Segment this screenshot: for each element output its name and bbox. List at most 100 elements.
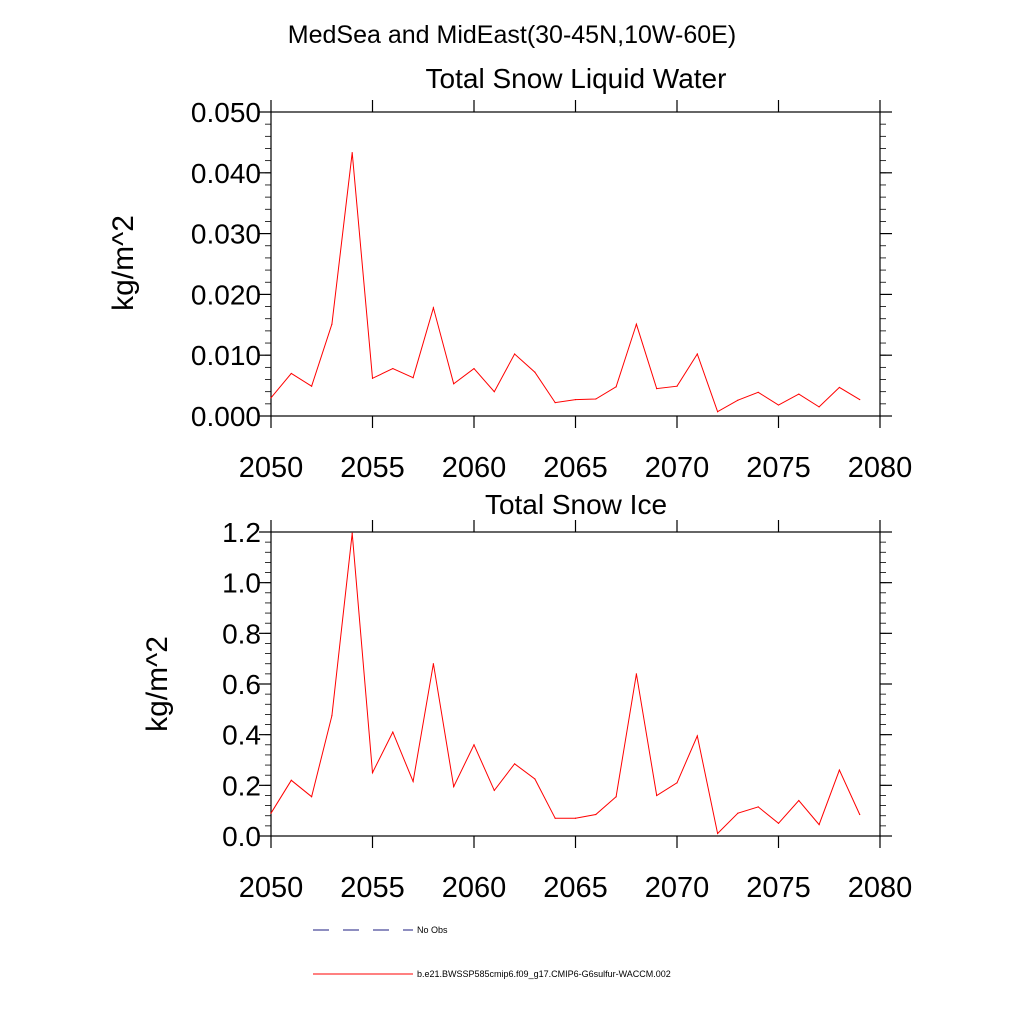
chart-snow-liquid-water: Total Snow Liquid Water kg/m^2 0.000 0.01… [107,63,912,484]
data-point [453,786,455,788]
data-point [412,377,414,379]
data-point [757,391,759,393]
x-tick-label: 2080 [848,452,913,484]
x-tick-label: 2060 [442,452,507,484]
data-point [717,832,719,835]
x-tick-label: 2060 [442,872,507,904]
y-axis-label: kg/m^2 [141,636,174,732]
data-point [818,406,820,408]
data-point [311,796,313,798]
x-tick-label: 2055 [340,872,405,904]
y-tick-label: 0.050 [191,97,261,128]
x-tick-label: 2070 [645,452,710,484]
data-point [615,796,617,798]
data-point [514,353,516,355]
y-tick-label: 0.8 [222,618,261,649]
data-point [737,812,739,814]
y-axis-label: kg/m^2 [107,215,140,311]
y-tick-label: 0.040 [191,158,261,189]
chart-title: Total Snow Ice [485,489,667,520]
data-point [574,398,577,401]
data-point [331,715,333,717]
data-point [838,769,841,771]
data-point [290,372,292,375]
chart-title: Total Snow Liquid Water [426,63,727,94]
data-point [290,779,292,781]
x-tick-label: 2075 [746,452,811,484]
data-point [777,404,780,406]
data-point [351,532,353,534]
x-tick-label: 2065 [543,872,608,904]
data-point [351,152,353,154]
data-point [676,782,678,784]
x-tick-label: 2075 [746,872,811,904]
data-point [757,806,759,808]
y-tick-label: 0.030 [191,219,261,250]
data-point [412,780,414,783]
data-point [696,353,698,355]
data-point [859,398,861,401]
y-tick-label: 1.2 [222,517,261,548]
legend: No Obs b.e21.BWSSP585cmip6.f09_g17.CMIP6… [313,925,671,979]
data-point [331,323,333,325]
data-point [270,397,272,399]
data-point [493,391,495,393]
data-point [514,763,516,765]
data-point [493,789,495,792]
y-tick-label: 0.000 [191,401,261,432]
data-point [717,411,719,413]
x-tick-label: 2050 [239,452,304,484]
data-point [432,307,434,309]
data-point [696,735,698,737]
legend-label-series: b.e21.BWSSP585cmip6.f09_g17.CMIP6-G6sulf… [417,969,671,979]
data-point [859,813,861,816]
data-point [473,744,475,746]
data-point [554,402,556,404]
data-point [676,385,678,387]
data-point [473,367,475,370]
data-point [534,778,536,780]
data-point [595,398,597,400]
data-point [392,731,394,733]
data-point [818,824,820,826]
data-point [635,323,638,325]
data-point [777,822,780,824]
data-point [371,377,374,379]
x-tick-label: 2050 [239,872,304,904]
y-tick-label: 0.020 [191,279,261,310]
data-point [554,817,556,819]
data-point [595,813,597,816]
data-point [371,772,374,774]
series-line [270,533,861,835]
data-point [656,794,658,797]
data-point [838,386,841,389]
y-tick-label: 0.010 [191,340,261,371]
data-point [453,383,455,385]
data-point [798,393,800,395]
data-point [311,385,313,387]
y-tick-label: 1.0 [222,568,261,599]
y-tick-label: 0.0 [222,821,261,852]
y-tick-label: 0.2 [222,770,261,801]
x-tick-label: 2065 [543,452,608,484]
data-point [615,386,617,388]
x-tick-label: 2070 [645,872,710,904]
data-point [392,367,394,370]
data-point [270,812,272,814]
y-tick-label: 0.4 [222,720,261,751]
plot-frame [270,531,881,837]
x-tick-label: 2055 [340,452,405,484]
data-point [635,673,638,675]
chart-snow-ice: Total Snow Ice kg/m^2 0.0 0.2 0.4 0.6 0.8 1.0… [141,489,912,904]
y-tick-label: 0.6 [222,669,261,700]
data-point [656,388,658,390]
data-point [574,817,577,819]
data-point [432,663,434,665]
data-point [737,399,739,401]
figure-title: MedSea and MidEast(30-45N,10W-60E) [288,21,736,49]
x-tick-label: 2080 [848,872,913,904]
series-line [270,152,860,413]
data-point [798,799,800,802]
legend-label-no-obs: No Obs [417,925,448,935]
